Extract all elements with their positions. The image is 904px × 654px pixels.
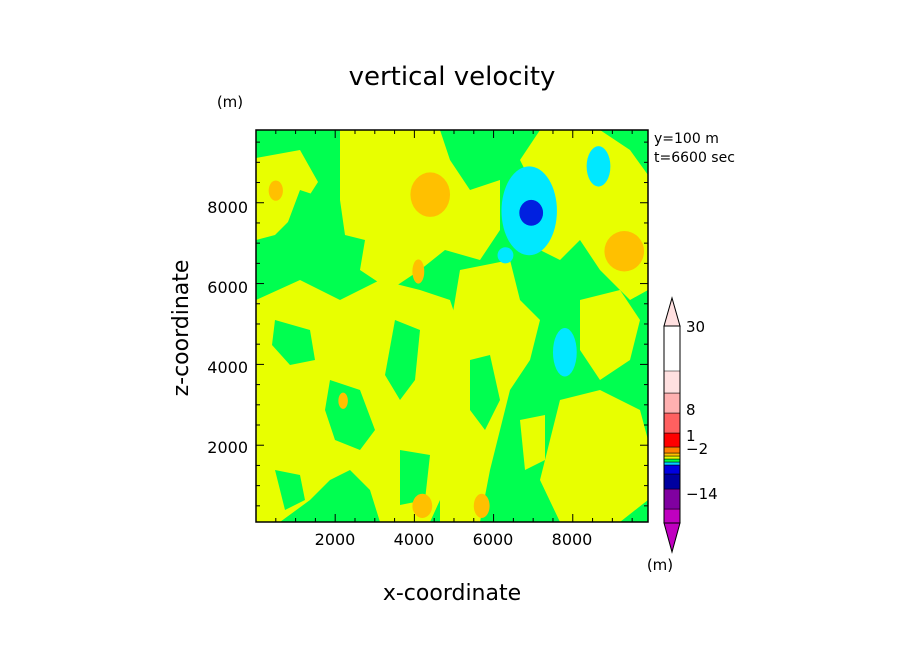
colorbar-label: 30 [686,318,705,336]
colorbar-label: −14 [686,485,718,503]
downdraft-region [285,190,335,270]
axis-ticks [256,130,648,522]
colorbar-segment [663,488,681,510]
y-axis-unit: (m) [217,93,243,111]
contour-region-down-moderate [586,146,611,187]
contour-region-up-moderate [268,180,283,201]
annotation-time: t=6600 sec [654,150,735,166]
colorbar-segment [663,370,681,394]
contour-region-up-moderate [412,493,433,518]
contour-region-up-moderate [338,392,348,409]
contour-field [256,130,648,522]
colorbar-label: −2 [686,440,708,458]
updraft-region [540,390,648,522]
contour-features [268,146,645,518]
y-tick-label: 6000 [207,278,248,297]
contour-region-up-moderate [412,259,425,284]
y-tick-label: 4000 [207,358,248,377]
x-tick-label: 4000 [394,530,435,549]
colorbar-segment [663,446,681,454]
x-tick-label: 8000 [552,530,593,549]
contour-region-down-moderate [497,247,514,264]
downdraft-region [325,380,375,450]
y-tick-label: 8000 [207,198,248,217]
colorbar-segment [663,508,681,524]
updraft-region [520,415,545,470]
colorbar-label: 8 [686,401,696,419]
x-axis-label: x-coordinate [383,581,521,606]
colorbar-segment [663,452,681,457]
colorbar-bottom-triangle [663,522,681,554]
colorbar [663,296,681,554]
colorbar-segment [663,412,681,434]
updraft-region [580,290,640,380]
colorbar-segment [663,473,681,490]
y-axis-label: z-coordinate [169,260,194,397]
colorbar-segment [663,432,681,448]
downdraft-region [385,320,420,400]
x-tick-label: 2000 [315,530,356,549]
colorbar-segment [663,461,681,466]
chart-title: vertical velocity [349,62,556,92]
plot-frame [255,129,649,523]
annotation-y: y=100 m [654,131,719,147]
contour-region-down-strong [519,199,544,226]
colorbar-segment [663,392,681,414]
downdraft-region [470,355,500,430]
colorbar-segment [663,455,681,460]
contour-region-up-moderate [410,172,451,217]
colorbar-frame [663,325,681,524]
colorbar-label: 1 [686,427,696,445]
colorbar-segment [663,464,681,475]
updraft-region [256,150,318,240]
colorbar-unit: (m) [647,556,673,574]
x-tick-label: 6000 [473,530,514,549]
downdraft-region [275,470,305,510]
downdraft-region [272,320,315,365]
contour-region-up-moderate [473,493,490,518]
colorbar-segment [663,458,681,463]
contour-region-up-moderate [604,231,645,272]
downdraft-region [400,450,430,505]
colorbar-top-triangle [663,296,681,327]
contour-region-down-moderate [552,328,577,377]
y-tick-label: 2000 [207,438,248,457]
